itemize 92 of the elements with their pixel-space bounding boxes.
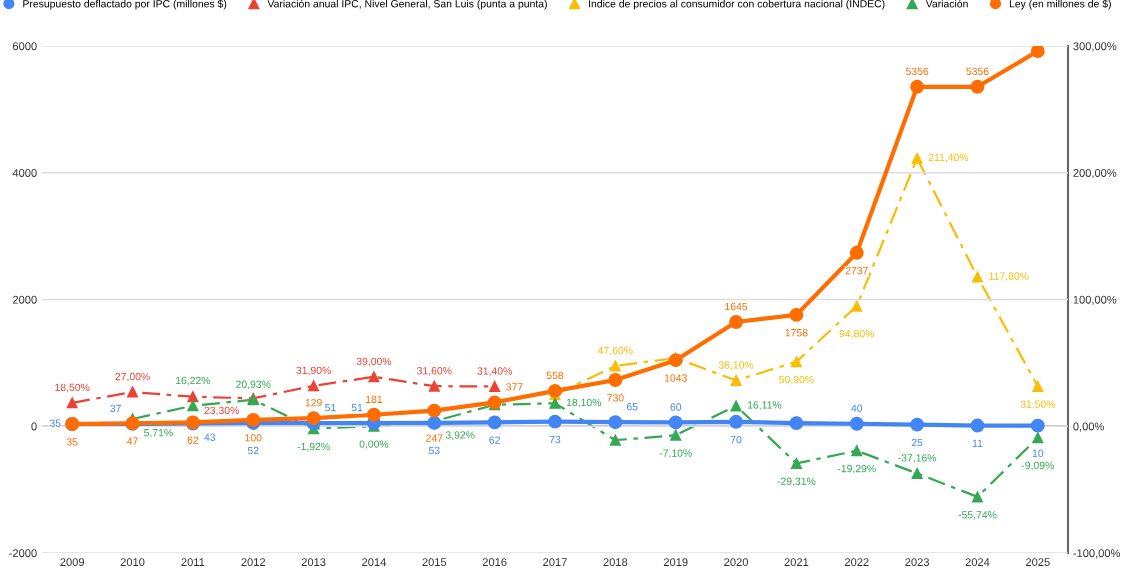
data-label: -55,74% — [958, 511, 997, 520]
data-label: 129 — [305, 398, 322, 407]
data-label: -1,92% — [297, 442, 330, 452]
x-tick-label: 2020 — [724, 558, 748, 567]
data-label: 10 — [1032, 449, 1044, 457]
data-label: 5356 — [905, 67, 929, 76]
x-tick-label: 2023 — [905, 558, 929, 567]
data-label: 51 — [351, 403, 363, 412]
data-label: 52 — [247, 446, 259, 455]
data-label: 47 — [126, 437, 138, 445]
data-label: 117,80% — [989, 272, 1029, 281]
data-label: 211,40% — [928, 153, 969, 163]
data-label: 43 — [204, 433, 216, 441]
data-label: 36,10% — [718, 361, 754, 370]
data-label: 181 — [366, 395, 383, 403]
x-tick-label: 2025 — [1026, 558, 1050, 567]
x-tick-label: 2015 — [422, 558, 447, 567]
y-tick-label: 6000 — [12, 42, 37, 51]
data-label: 20,93% — [236, 380, 271, 390]
data-label: 730 — [607, 394, 624, 402]
data-label: 16,22% — [176, 376, 211, 386]
data-label: 377 — [506, 383, 523, 391]
data-label: 18,10% — [566, 398, 602, 408]
data-label: 94,80% — [839, 329, 875, 339]
data-label: 65 — [626, 402, 638, 411]
x-tick-label: 2018 — [603, 558, 628, 567]
data-label: 73 — [549, 435, 561, 444]
y2-tick-label: 200,00% — [1073, 169, 1117, 179]
data-label: 53 — [428, 446, 440, 455]
data-label: 5,71% — [144, 429, 173, 438]
data-label: 35 — [49, 419, 61, 427]
data-label: 31,60% — [417, 367, 452, 376]
x-tick-label: 2011 — [181, 558, 205, 567]
data-label: -9,09% — [1021, 461, 1054, 471]
data-label: 16,11% — [747, 401, 782, 410]
x-tick-label: 2010 — [120, 558, 145, 567]
y2-tick-label: 0,00% — [1073, 422, 1104, 432]
x-tick-label: 2024 — [965, 558, 990, 567]
data-label: 1645 — [725, 302, 748, 311]
data-label: 51 — [325, 403, 336, 412]
data-label: -7,10% — [659, 449, 692, 459]
data-label: 558 — [546, 371, 564, 380]
y-tick-label: 2000 — [12, 295, 37, 304]
data-label: 70 — [730, 435, 742, 444]
x-tick-label: 2017 — [543, 558, 567, 567]
data-label: 31,50% — [1020, 400, 1056, 410]
data-label: 62 — [489, 436, 500, 444]
data-label: 60 — [670, 403, 682, 411]
x-tick-label: 2016 — [482, 558, 507, 567]
data-label: 100 — [245, 434, 262, 442]
data-label: 25 — [911, 438, 923, 447]
x-tick-label: 2013 — [301, 558, 326, 567]
x-tick-label: 2022 — [844, 558, 869, 567]
x-tick-label: 2012 — [241, 558, 266, 567]
data-label: 2737 — [845, 266, 868, 275]
data-label: 5356 — [966, 67, 989, 76]
data-label: 18,50% — [55, 383, 90, 393]
data-label: 35 — [66, 438, 78, 446]
data-label: 3,92% — [445, 431, 475, 440]
data-label: 31,90% — [296, 366, 331, 376]
legend-label: Ley (en millones de $) — [1009, 0, 1111, 10]
data-label: 27,00% — [115, 372, 150, 382]
data-label: 62 — [187, 436, 199, 444]
x-tick-label: 2009 — [60, 558, 85, 567]
y2-tick-label: 100,00% — [1073, 295, 1117, 305]
data-label: 247 — [426, 434, 443, 442]
y-tick-label: -2000 — [9, 549, 37, 558]
y2-tick-label: 300,00% — [1073, 42, 1117, 52]
legend-label: Variación — [925, 0, 968, 8]
legend-label: Presupuesto deflactado por IPC (millones $) — [23, 0, 227, 10]
x-tick-label: 2021 — [784, 558, 809, 567]
x-tick-label: 2014 — [362, 558, 386, 567]
data-label: 37 — [110, 404, 121, 413]
data-label: 47,60% — [597, 346, 633, 356]
y2-tick-label: -100,00% — [1073, 549, 1121, 559]
data-label: 1758 — [785, 329, 808, 337]
data-label: 50,90% — [779, 375, 814, 385]
data-label: -29,31% — [777, 477, 816, 487]
data-label: -19,29% — [837, 464, 876, 474]
data-label: -37,16% — [898, 454, 937, 463]
legend-label: Variación anual IPC, Nivel General, San Luis (punta a punta) — [267, 0, 547, 10]
data-label: 23,30% — [204, 406, 239, 416]
legend-label: Indice de precios al consumidor con cobertura nacional (INDEC) — [589, 0, 885, 10]
data-label: 40 — [851, 404, 863, 412]
data-label: 0,00% — [359, 440, 389, 450]
y-tick-label: 0 — [31, 422, 37, 431]
y-tick-label: 4000 — [12, 169, 37, 177]
data-label: 31,40% — [477, 367, 512, 376]
x-tick-label: 2019 — [663, 558, 688, 567]
data-label: 39,00% — [356, 357, 392, 367]
data-label: 1043 — [664, 374, 687, 382]
data-label: 11 — [972, 439, 983, 447]
